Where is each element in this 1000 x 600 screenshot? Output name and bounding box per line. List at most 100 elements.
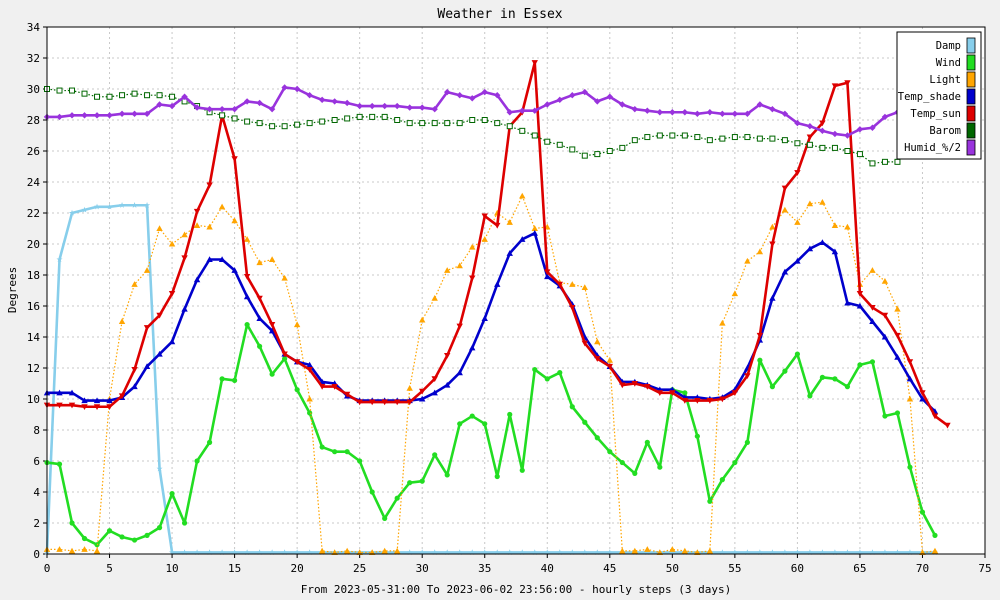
data-point xyxy=(656,132,663,139)
data-point xyxy=(206,105,213,113)
data-point xyxy=(269,371,275,377)
x-tick-label: 0 xyxy=(44,562,51,575)
legend-swatch xyxy=(966,37,976,54)
data-point xyxy=(194,549,201,556)
data-point xyxy=(68,209,76,216)
data-point xyxy=(56,546,63,552)
data-point xyxy=(206,256,213,263)
data-point xyxy=(219,549,226,556)
data-point xyxy=(806,200,814,207)
data-point xyxy=(169,490,175,497)
data-point xyxy=(756,135,763,142)
data-point xyxy=(669,109,676,116)
data-point xyxy=(531,549,538,556)
data-point xyxy=(681,547,689,554)
data-point xyxy=(631,105,639,113)
data-point xyxy=(531,132,538,139)
data-point xyxy=(731,549,738,556)
data-point xyxy=(756,248,764,255)
data-point xyxy=(619,382,626,389)
data-point xyxy=(494,549,501,556)
data-point xyxy=(806,123,814,130)
data-point xyxy=(894,353,901,360)
data-point xyxy=(594,356,601,362)
data-point xyxy=(694,134,701,141)
data-point xyxy=(856,151,863,158)
data-point xyxy=(81,546,88,552)
data-point xyxy=(644,384,651,390)
data-point xyxy=(769,549,776,556)
data-point xyxy=(93,203,101,210)
data-point xyxy=(519,192,526,199)
data-point xyxy=(606,148,613,154)
data-point xyxy=(119,202,126,208)
data-point xyxy=(819,374,826,380)
data-point xyxy=(681,397,689,404)
data-point xyxy=(368,102,376,110)
data-point xyxy=(306,395,313,402)
data-point xyxy=(494,222,501,229)
data-point xyxy=(69,520,75,526)
data-point xyxy=(844,148,851,154)
data-point xyxy=(594,98,601,105)
data-point xyxy=(444,267,451,273)
data-point xyxy=(168,102,176,110)
data-point xyxy=(794,170,801,176)
data-point xyxy=(881,312,889,319)
data-point xyxy=(118,318,126,325)
data-point xyxy=(393,399,401,406)
data-point xyxy=(506,219,513,225)
data-point xyxy=(794,549,801,556)
data-point xyxy=(81,535,88,542)
data-point xyxy=(494,473,500,480)
data-point xyxy=(744,134,751,141)
data-point xyxy=(681,109,689,116)
data-point xyxy=(494,92,501,99)
x-tick-label: 20 xyxy=(291,562,304,575)
data-point xyxy=(456,92,463,99)
x-tick-label: 75 xyxy=(978,562,991,575)
data-point xyxy=(719,110,726,117)
data-point xyxy=(531,229,538,236)
data-point xyxy=(469,243,476,250)
data-point xyxy=(356,399,363,406)
data-point xyxy=(769,241,776,248)
data-point xyxy=(193,222,201,228)
data-point xyxy=(469,117,476,123)
data-point xyxy=(619,144,626,151)
data-point xyxy=(318,96,326,104)
data-point xyxy=(581,152,588,159)
data-point xyxy=(844,384,851,390)
data-point xyxy=(131,281,138,287)
data-point xyxy=(193,104,201,111)
y-tick-label: 16 xyxy=(27,300,40,313)
data-point xyxy=(706,397,714,404)
data-point xyxy=(531,225,538,232)
data-point xyxy=(144,92,151,99)
data-point xyxy=(169,549,176,556)
data-point xyxy=(431,376,438,383)
data-point xyxy=(231,549,238,556)
data-point xyxy=(831,83,839,90)
data-point xyxy=(344,449,350,455)
data-point xyxy=(869,304,876,311)
data-point xyxy=(156,101,163,108)
data-point xyxy=(831,549,838,556)
data-point xyxy=(206,549,213,556)
data-point xyxy=(869,549,876,556)
legend-swatch xyxy=(966,88,976,105)
data-point xyxy=(282,356,288,362)
data-point xyxy=(169,93,176,100)
data-point xyxy=(293,359,301,365)
data-point xyxy=(231,115,238,122)
data-point xyxy=(243,293,251,300)
data-point xyxy=(669,549,676,556)
data-point xyxy=(306,120,313,127)
data-point xyxy=(794,351,801,357)
data-point xyxy=(193,208,201,215)
data-point xyxy=(594,338,601,345)
data-point xyxy=(269,123,276,130)
data-point xyxy=(118,393,126,400)
y-tick-label: 34 xyxy=(27,21,41,34)
data-point xyxy=(544,101,551,108)
